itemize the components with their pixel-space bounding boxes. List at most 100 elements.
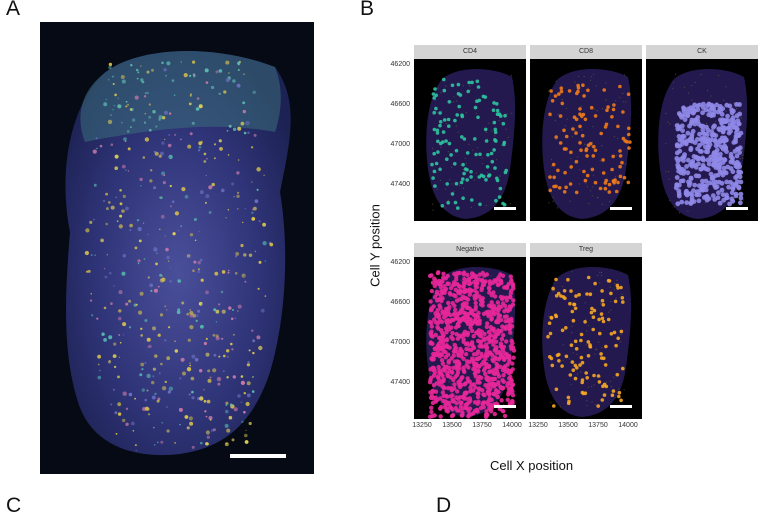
cell-point	[476, 310, 481, 316]
cell-point	[733, 175, 738, 180]
cell-point	[735, 118, 741, 124]
cell-point	[725, 164, 731, 170]
cell-point	[431, 365, 436, 371]
cell-point	[501, 121, 506, 126]
cell-point	[734, 153, 740, 159]
cell-point	[455, 271, 460, 276]
cell-point	[674, 175, 680, 180]
cell-point	[450, 412, 456, 418]
cell-point	[473, 105, 478, 110]
cell-point	[450, 301, 455, 306]
cell-point	[684, 200, 690, 206]
cell-point	[475, 377, 480, 382]
cell-point	[491, 391, 496, 396]
cell-point	[724, 192, 729, 198]
facet-plot-area	[646, 59, 758, 221]
cell-point	[616, 180, 620, 185]
cell-point	[482, 366, 488, 371]
cell-point	[431, 176, 435, 180]
cell-point	[428, 341, 433, 346]
cell-point	[602, 356, 606, 361]
cell-point	[432, 169, 437, 174]
cell-point	[733, 136, 738, 142]
cell-point	[688, 105, 694, 110]
cell-point	[456, 283, 462, 289]
cell-point	[476, 364, 482, 369]
cell-point	[616, 286, 620, 290]
cell-point	[548, 355, 552, 359]
cell-point	[486, 303, 492, 308]
facet-cd8: CD8	[530, 45, 642, 221]
cell-point	[599, 312, 604, 316]
cell-point	[483, 383, 488, 388]
cell-point	[601, 158, 605, 162]
cell-point	[483, 371, 488, 377]
cell-point	[477, 321, 482, 326]
cell-point	[597, 380, 602, 384]
cell-point	[592, 373, 596, 378]
cell-point	[577, 292, 581, 297]
cell-point	[681, 171, 686, 176]
cell-point	[619, 398, 623, 403]
cell-point	[676, 182, 682, 188]
cell-point	[474, 152, 478, 157]
cell-point	[598, 186, 603, 191]
cell-point	[485, 165, 490, 169]
y-tick-label: 46600	[390, 299, 410, 306]
cell-point	[467, 406, 473, 411]
cell-point	[470, 328, 475, 334]
cell-point	[690, 128, 696, 134]
cell-point	[464, 288, 469, 293]
cell-point	[618, 84, 622, 89]
cell-point	[450, 330, 455, 336]
cell-point	[597, 317, 601, 322]
cell-point	[573, 363, 578, 368]
cell-point	[724, 179, 730, 185]
cell-point	[490, 352, 495, 358]
cell-point	[609, 291, 613, 296]
cell-point	[468, 322, 473, 327]
cell-point	[554, 277, 558, 282]
cell-point	[429, 329, 434, 334]
cell-point	[442, 368, 448, 373]
cell-point	[599, 131, 603, 136]
cell-point	[713, 165, 719, 170]
cell-point	[492, 376, 498, 381]
cell-point	[453, 345, 459, 351]
cell-point	[444, 306, 449, 312]
cell-point	[447, 291, 452, 296]
cell-point	[454, 277, 459, 282]
cell-point	[612, 103, 616, 107]
cell-point	[440, 361, 446, 366]
y-axis-title: Cell Y position	[367, 204, 383, 287]
cell-point	[578, 124, 582, 129]
cell-point	[438, 284, 444, 290]
cell-point	[676, 134, 682, 139]
facet-cd4: CD4	[414, 45, 526, 221]
cell-point	[445, 385, 451, 391]
cell-point	[495, 306, 500, 311]
cell-point	[438, 328, 444, 333]
cell-point	[733, 182, 739, 188]
cell-point	[727, 122, 733, 128]
cell-point	[737, 164, 742, 169]
cell-point	[695, 137, 700, 142]
cell-point	[462, 171, 466, 176]
cell-point	[456, 311, 461, 316]
cell-point	[438, 141, 443, 146]
cell-point	[446, 200, 450, 205]
cell-point	[619, 285, 623, 290]
cell-point	[484, 345, 490, 350]
cell-point	[679, 199, 685, 205]
cell-point	[603, 363, 608, 367]
cell-point	[440, 204, 445, 208]
cell-point	[490, 384, 495, 389]
cell-point	[438, 292, 443, 298]
cell-point	[492, 120, 497, 125]
cell-point	[701, 157, 706, 163]
cell-point	[498, 278, 504, 283]
cell-point	[461, 196, 465, 200]
cell-point	[449, 334, 454, 340]
cell-point	[441, 345, 446, 350]
cell-point	[462, 281, 467, 286]
